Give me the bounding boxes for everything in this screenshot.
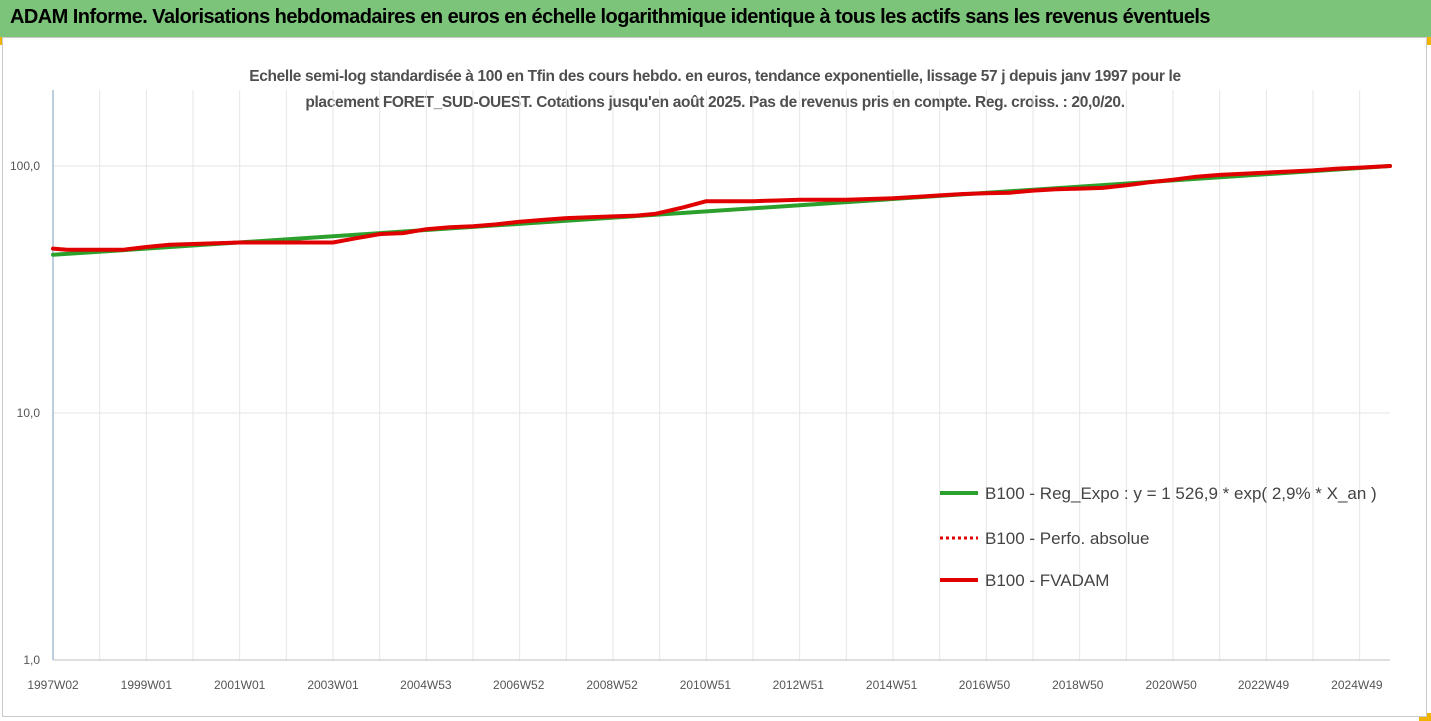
x-tick-label: 1997W02 <box>27 678 79 692</box>
chart-subtitle-line-2: placement FORET_SUD-OUEST. Cotations jus… <box>305 94 1125 111</box>
x-tick-label: 2016W50 <box>959 678 1011 692</box>
x-tick-label: 2008W52 <box>586 678 638 692</box>
x-tick-label: 2010W51 <box>680 678 732 692</box>
x-tick-label: 2022W49 <box>1238 678 1290 692</box>
page-title: ADAM Informe. Valorisations hebdomadaire… <box>10 6 1211 28</box>
y-tick-label: 1,0 <box>23 653 40 667</box>
x-tick-label: 2024W49 <box>1331 678 1383 692</box>
series-line-3 <box>51 164 1392 252</box>
x-tick-label: 2012W51 <box>773 678 825 692</box>
x-tick-label: 2018W50 <box>1052 678 1104 692</box>
header-banner: ADAM Informe. Valorisations hebdomadaire… <box>0 0 1431 37</box>
x-tick-label: 2020W50 <box>1145 678 1197 692</box>
x-tick-label: 2004W53 <box>400 678 452 692</box>
x-tick-label: 2006W52 <box>493 678 545 692</box>
y-tick-label: 10,0 <box>17 406 41 420</box>
legend-label-1: B100 - Reg_Expo : y = 1 526,9 * exp( 2,9… <box>985 484 1377 503</box>
chart-subtitle-line-1: Echelle semi-log standardisée à 100 en T… <box>249 68 1181 85</box>
chart-subtitle: Echelle semi-log standardisée à 100 en T… <box>160 64 1270 116</box>
x-tick-label: 2014W51 <box>866 678 918 692</box>
legend-label-3: B100 - FVADAM <box>985 571 1109 590</box>
y-tick-label: 100,0 <box>10 159 40 173</box>
x-tick-label: 2003W01 <box>307 678 359 692</box>
corner-marker-bottom-right <box>1419 713 1431 721</box>
legend-label-2: B100 - Perfo. absolue <box>985 529 1149 548</box>
x-tick-label: 2001W01 <box>214 678 266 692</box>
x-tick-label: 1999W01 <box>121 678 173 692</box>
